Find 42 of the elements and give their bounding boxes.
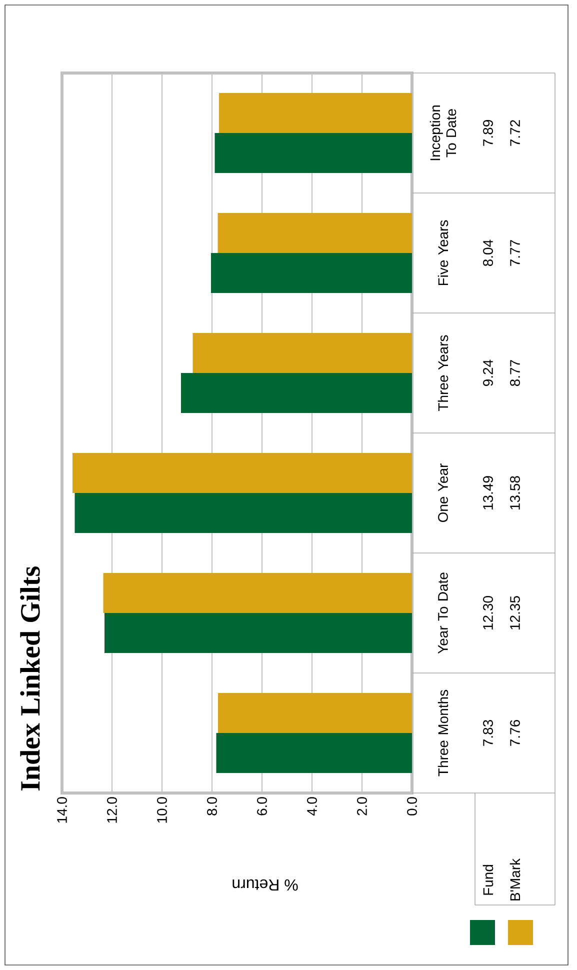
text: Index Linked Gilts [20,566,40,791]
bar [218,212,412,253]
text: B'Mark [510,858,520,900]
data-label: 8.77 [510,360,520,386]
bar [192,332,412,373]
data-label: 13.58 [510,476,520,510]
data-label: 8.04 [483,240,493,266]
data-label: 13.49 [483,476,493,510]
x-tick-label: 8.0 [207,797,217,816]
y-tick-label: One Year [438,464,448,522]
data-label: 7.72 [510,120,520,146]
bar [210,252,412,293]
x-tick-label: 4.0 [307,797,317,816]
bar [72,452,412,493]
x-tick-label: 2.0 [357,797,367,816]
data-label: 12.30 [483,596,493,630]
x-tick-label: 14.0 [57,797,67,823]
bar [218,92,412,133]
data-label: 7.83 [483,720,493,746]
x-tick-label: 6.0 [257,797,267,816]
y-tick-label: Year To Date [438,572,448,654]
data-label: 12.35 [510,596,520,630]
bar [103,572,412,613]
bar [104,612,412,653]
y-tick-label: Three Years [438,335,448,411]
data-label: 7.76 [510,720,520,746]
bar [74,492,412,533]
bar [214,132,412,173]
text: Fund [482,864,494,895]
x-tick-label: 0.0 [407,797,417,816]
y-tick-label: Five Years [438,220,448,286]
x-axis-title: % Return [232,879,298,891]
y-tick-label: Inception To Date [430,105,456,160]
data-label: 7.77 [510,240,520,266]
data-label: 9.24 [483,360,493,386]
y-tick-label: Three Months [438,690,448,776]
x-tick-label: 10.0 [157,797,167,823]
bar [216,732,412,773]
x-tick-label: 12.0 [107,797,117,823]
bar [218,692,412,733]
data-label: 7.89 [483,120,493,146]
bar [180,372,412,413]
